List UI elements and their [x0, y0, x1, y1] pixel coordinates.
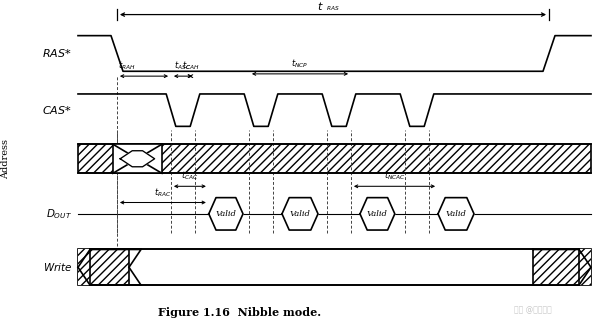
- Polygon shape: [209, 198, 243, 230]
- Text: 知乎 @南风轻拂: 知乎 @南风轻拂: [514, 305, 552, 314]
- Text: $D_{OUT}$: $D_{OUT}$: [46, 207, 72, 221]
- Text: $t_{RAC}$: $t_{RAC}$: [154, 186, 172, 199]
- Text: $t_{NCP}$: $t_{NCP}$: [292, 57, 308, 70]
- Text: Valid: Valid: [290, 210, 310, 218]
- Polygon shape: [438, 198, 474, 230]
- Polygon shape: [360, 198, 395, 230]
- Text: $t_{RAH}$: $t_{RAH}$: [118, 60, 136, 72]
- Text: $t$: $t$: [317, 0, 324, 12]
- Text: Address: Address: [1, 139, 11, 179]
- Text: $CAS$*: $CAS$*: [42, 104, 72, 116]
- Text: $t_{CAH}$: $t_{CAH}$: [182, 60, 199, 72]
- Text: $t_{ASC}$: $t_{ASC}$: [175, 60, 191, 72]
- Text: $t_{NCAC}$: $t_{NCAC}$: [383, 170, 406, 182]
- Polygon shape: [282, 198, 318, 230]
- Polygon shape: [533, 249, 591, 285]
- Polygon shape: [120, 151, 155, 167]
- Text: Valid: Valid: [367, 210, 388, 218]
- Polygon shape: [78, 249, 129, 285]
- Bar: [113, 144, 162, 173]
- Text: $RAS$*: $RAS$*: [42, 47, 72, 60]
- Text: Figure 1.16  Nibble mode.: Figure 1.16 Nibble mode.: [158, 307, 322, 318]
- Bar: [78, 144, 591, 173]
- Text: Valid: Valid: [215, 210, 236, 218]
- Text: Valid: Valid: [446, 210, 466, 218]
- Bar: [78, 249, 591, 285]
- Text: $_{RAS}$: $_{RAS}$: [326, 5, 340, 13]
- Text: $Write$: $Write$: [43, 261, 72, 273]
- Text: $t_{CAC}$: $t_{CAC}$: [181, 170, 199, 182]
